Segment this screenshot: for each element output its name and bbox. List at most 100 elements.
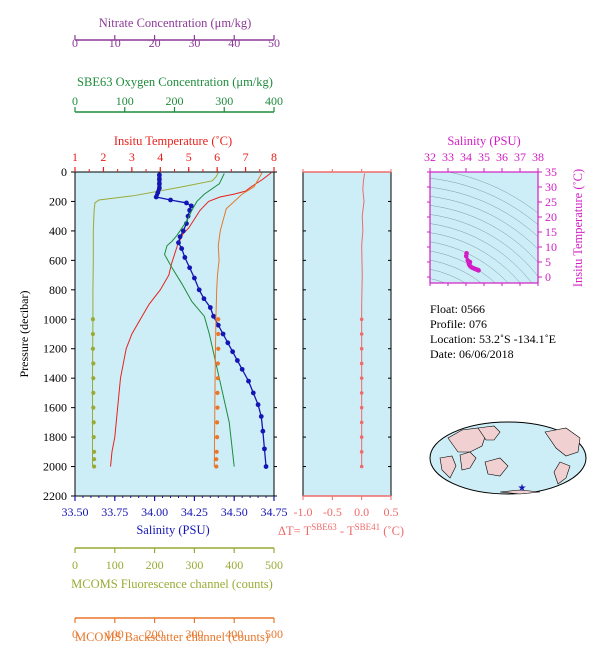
map-landmass [439,455,457,479]
backscatter-tick-label: 300 [185,627,203,641]
pressure-axis-label: Pressure (decibar) [17,291,31,378]
salinity-axis-title: Salinity (PSU) [136,523,209,537]
nitrate-tick-label: 0 [72,36,78,50]
delta-point [359,317,364,322]
salinity-point [192,275,197,281]
salinity-point [225,340,231,346]
fluorescence-deep-point [91,376,96,381]
salinity-point [255,402,261,408]
pressure-tick-label: 600 [49,253,67,267]
pressure-tick-label: 1200 [43,342,67,356]
ts-point [476,268,481,273]
salinity-point [211,313,216,319]
delta-x-tick-label: -0.5 [323,505,342,519]
ts-y-tick-label: 20 [545,210,557,224]
salinity-point [262,446,267,452]
fluorescence-deep-point [91,434,96,440]
backscatter-deep-point [215,361,220,366]
delta-point [359,346,364,351]
map-landmass [553,461,571,485]
backscatter-deep-point [215,376,220,381]
delta-point [359,464,364,469]
salinity-tick-label: 33.50 [62,505,89,519]
oxygen-line [164,173,235,467]
ts-plot-background [430,172,538,283]
backscatter-axis-title: MCOMS Backscatter channel (counts) [75,630,269,644]
ts-x-tick-label: 33 [442,150,454,164]
salinity-tick-label: 34.50 [221,505,248,519]
delta-point [359,376,364,380]
delta-temperature-panel: -1.0 -0.5 0.0 0.5 ΔT= TSBE63 - TSBE41 (˚C) [278,169,404,538]
ts-x-axis-title: Salinity (PSU) [447,134,520,148]
backscatter-deep-point [214,420,220,425]
fluorescence-tick-label: 0 [72,558,78,572]
ts-y-tick-label: 25 [545,195,557,209]
ts-x-tick-label: 34 [460,150,472,164]
oxygen-tick-label: 100 [116,94,134,108]
nitrate-tick-label: 40 [228,36,240,50]
fluorescence-deep-point [90,346,96,351]
nitrate-tick-label: 10 [109,36,121,50]
plot-background [74,171,275,497]
delta-point [359,391,364,395]
map-landmass [447,427,487,453]
salinity-point [250,390,256,396]
fluorescence-deep-point [90,331,96,337]
backscatter-tick-label: 500 [265,627,283,641]
backscatter-deep-point [214,464,219,469]
backscatter-tick-label: 400 [225,627,243,641]
location: Location: 53.2˚S -134.1˚E [430,332,556,346]
salinity-point [187,265,193,271]
float-id: Float: 0566 [430,302,486,316]
oxygen-tick-label: 400 [265,94,283,108]
temperature-axis-title: Insitu Temperature (˚C) [114,134,232,148]
salinity-point [179,246,185,251]
nitrate-tick-label: 50 [268,36,280,50]
fluorescence-deep-point [92,464,97,469]
backscatter-deep-point [214,449,219,454]
fluorescence-axis-title: MCOMS Fluorescence channel (counts) [71,577,273,591]
pressure-tick-label: 1400 [43,371,67,385]
salinity-tick-label: 34.25 [181,505,208,519]
pressure-tick-label: 800 [49,283,67,297]
temperature-line [110,172,272,467]
fluorescence-deep-point [91,405,96,410]
fluorescence-tick-label: 200 [146,558,164,572]
delta-x-tick-label: 0.5 [384,505,399,519]
oxygen-tick-label: 0 [72,94,78,108]
salinity-point [177,234,183,240]
salinity-point [176,240,181,246]
float-location-marker: ★ [518,483,527,494]
salinity-tick-label: 34.75 [261,505,288,519]
salinity-point [220,331,226,337]
backscatter-deep-point [214,434,220,440]
float-info: Float: 0566 Profile: 076 Location: 53.2˚… [430,302,556,362]
delta-axis-title-part: (˚C) [380,524,404,538]
delta-x-tick-label: -1.0 [294,505,313,519]
backscatter-line [213,172,263,467]
temperature-tick-label: 8 [271,150,277,164]
delta-axis-title-part: - T [337,524,355,538]
delta-x-tick-label: 0.0 [354,505,369,519]
ts-y-tick-label: 35 [545,165,557,179]
temperature-tick-label: 1 [72,150,78,164]
backscatter-deep-point [215,405,220,410]
fluorescence-tick-label: 400 [225,558,243,572]
backscatter-tick-label: 0 [72,627,78,641]
map-landmass [477,425,501,441]
salinity-point [263,464,269,469]
salinity-point [207,305,213,310]
pressure-tick-label: 0 [61,165,67,179]
delta-point [359,405,364,410]
delta-plot-background [302,171,392,497]
salinity-tick-label: 34.00 [141,505,168,519]
backscatter-deep-point [216,317,221,322]
ts-x-tick-label: 35 [478,150,490,164]
nitrate-tick-label: 30 [188,36,200,50]
ts-x-tick-label: 37 [514,150,526,164]
delta-point [359,420,364,425]
delta-point [359,332,364,336]
salinity-point [246,378,251,384]
